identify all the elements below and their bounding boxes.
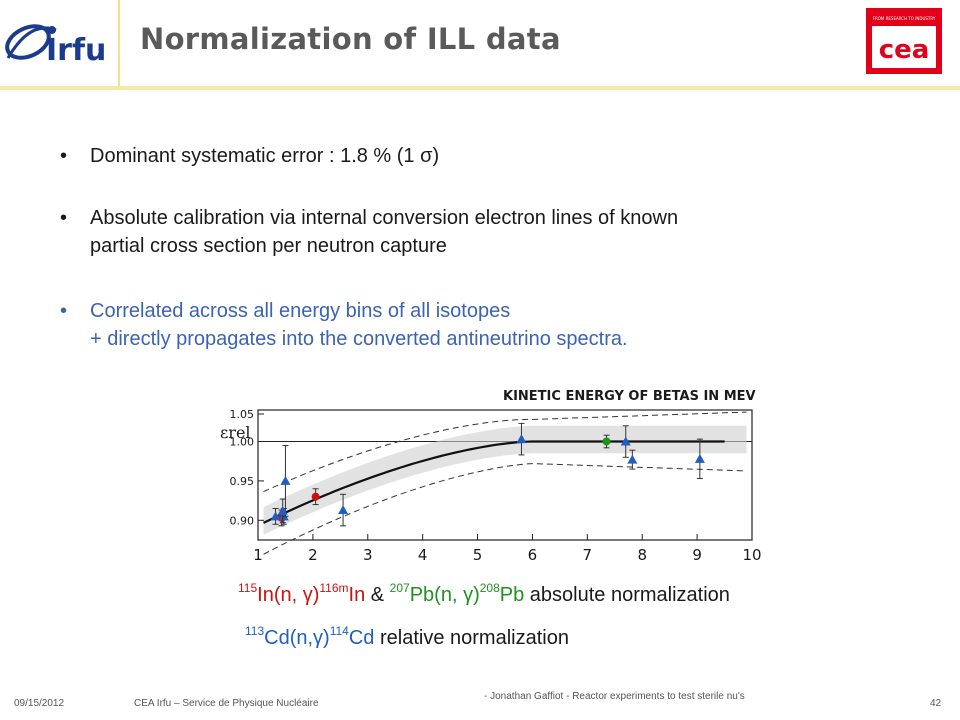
sup-114: 114 xyxy=(329,624,349,638)
x-tick-label: 7 xyxy=(583,546,593,564)
text-close-paren: ) xyxy=(323,627,330,649)
header-divider-horizontal xyxy=(0,86,960,90)
footer-organization: CEA Irfu – Service de Physique Nucléaire xyxy=(134,698,319,709)
text-close-paren: ) xyxy=(312,584,320,606)
bullet-dot: • xyxy=(60,207,68,229)
bullet-text: Dominant systematic error : 1.8 % (1 σ) xyxy=(90,145,440,167)
y-tick-label: 1.00 xyxy=(230,436,255,449)
text-pb: Pb xyxy=(499,584,525,606)
x-tick-label: 5 xyxy=(473,546,483,564)
data-point-triangle xyxy=(694,453,705,463)
caption-relative-normalization: 113Cd(n,γ)114Cd relative normalization xyxy=(245,624,569,650)
x-tick-label: 1 xyxy=(253,546,263,564)
bullet-text: Absolute calibration via internal conver… xyxy=(90,204,910,260)
x-tick-label: 9 xyxy=(692,546,702,564)
bullet-line-2: + directly propagates into the converted… xyxy=(90,328,628,350)
caption-lead-reaction: 207Pb(n, γ)208Pb xyxy=(389,581,525,606)
bullet-dot: • xyxy=(60,145,68,167)
caption-cadmium-reaction: 113Cd(n,γ)114Cd xyxy=(245,624,375,649)
data-point-triangle xyxy=(280,475,291,485)
cea-logo-text: cea xyxy=(879,35,930,65)
x-tick-label: 2 xyxy=(308,546,318,564)
chart-title: KINETIC ENERGY OF BETAS IN MEV xyxy=(503,389,756,404)
irfu-logo: Irfu xyxy=(0,0,118,86)
cea-logo-tagline: FROM RESEARCH TO INDUSTRY xyxy=(873,16,936,21)
absolute-normalization-label: absolute normalization xyxy=(524,584,730,606)
footer-page-number: 42 xyxy=(930,698,942,709)
x-tick-label: 6 xyxy=(528,546,538,564)
text-cd: Cd xyxy=(348,627,375,649)
x-tick-label: 10 xyxy=(742,546,761,564)
gamma-symbol: γ xyxy=(302,584,313,606)
page-title: Normalization of ILL data xyxy=(140,22,561,56)
text-cd-n: Cd(n, xyxy=(264,627,314,649)
data-point-triangle xyxy=(516,434,527,444)
y-tick-label: 1.05 xyxy=(230,408,255,421)
y-axis-label: εrel xyxy=(220,423,251,442)
y-tick-label: 0.95 xyxy=(230,475,255,488)
bullet-line-1: Absolute calibration via internal conver… xyxy=(90,207,679,229)
sup-116m: 116m xyxy=(319,581,349,595)
data-point-circle xyxy=(311,492,320,501)
gamma-symbol: γ xyxy=(313,627,324,649)
caption-absolute-normalization: 115In(n, γ)116mIn & 207Pb(n, γ)208Pb abs… xyxy=(238,581,730,607)
header-divider-vertical xyxy=(118,0,120,86)
x-tick-label: 8 xyxy=(637,546,647,564)
text-in-n: In(n, xyxy=(257,584,303,606)
x-tick-label: 3 xyxy=(363,546,373,564)
plot-frame xyxy=(257,409,753,541)
sup-208: 208 xyxy=(479,581,500,595)
data-point-triangle xyxy=(338,505,349,515)
bullet-line-1: Correlated across all energy bins of all… xyxy=(90,300,511,322)
footer-date: 09/15/2012 xyxy=(14,698,65,709)
efficiency-plot: KINETIC ENERGY OF BETAS IN MEV εrel 0.90 0.… xyxy=(218,372,768,570)
gamma-symbol: γ xyxy=(463,584,474,606)
irfu-logo-text: Irfu xyxy=(46,33,106,68)
ampersand: & xyxy=(365,584,390,606)
bullet-line-2: partial cross section per neutron captur… xyxy=(90,235,447,257)
x-tick-label: 4 xyxy=(418,546,428,564)
data-point-triangle xyxy=(270,511,281,521)
efficiency-plot-svg: KINETIC ENERGY OF BETAS IN MEV εrel 0.90 0.… xyxy=(220,389,762,564)
sup-207: 207 xyxy=(389,581,410,595)
relative-normalization-label: relative normalization xyxy=(374,627,569,649)
sup-115: 115 xyxy=(238,581,258,595)
data-point-triangle xyxy=(277,505,288,515)
data-point-triangle xyxy=(620,436,631,446)
caption-indium-reaction: 115In(n, γ)116mIn xyxy=(238,581,366,606)
bullet-dot: • xyxy=(60,300,68,322)
bullet-text: Correlated across all energy bins of all… xyxy=(90,297,910,353)
text-close-paren: ) xyxy=(473,584,480,606)
cea-logo: FROM RESEARCH TO INDUSTRY cea xyxy=(866,8,942,74)
text-pb-n: Pb(n, xyxy=(409,584,464,606)
y-tick-label: 0.90 xyxy=(230,514,255,527)
sup-113: 113 xyxy=(245,624,265,638)
data-point-triangle xyxy=(627,454,638,464)
efficiency-fit-curve xyxy=(263,440,725,524)
upper-bound-curve xyxy=(263,411,747,493)
text-in: In xyxy=(348,584,366,606)
footer-author: - Jonathan Gaffiot - Reactor experiments… xyxy=(484,691,745,702)
data-point-circle xyxy=(602,437,611,446)
